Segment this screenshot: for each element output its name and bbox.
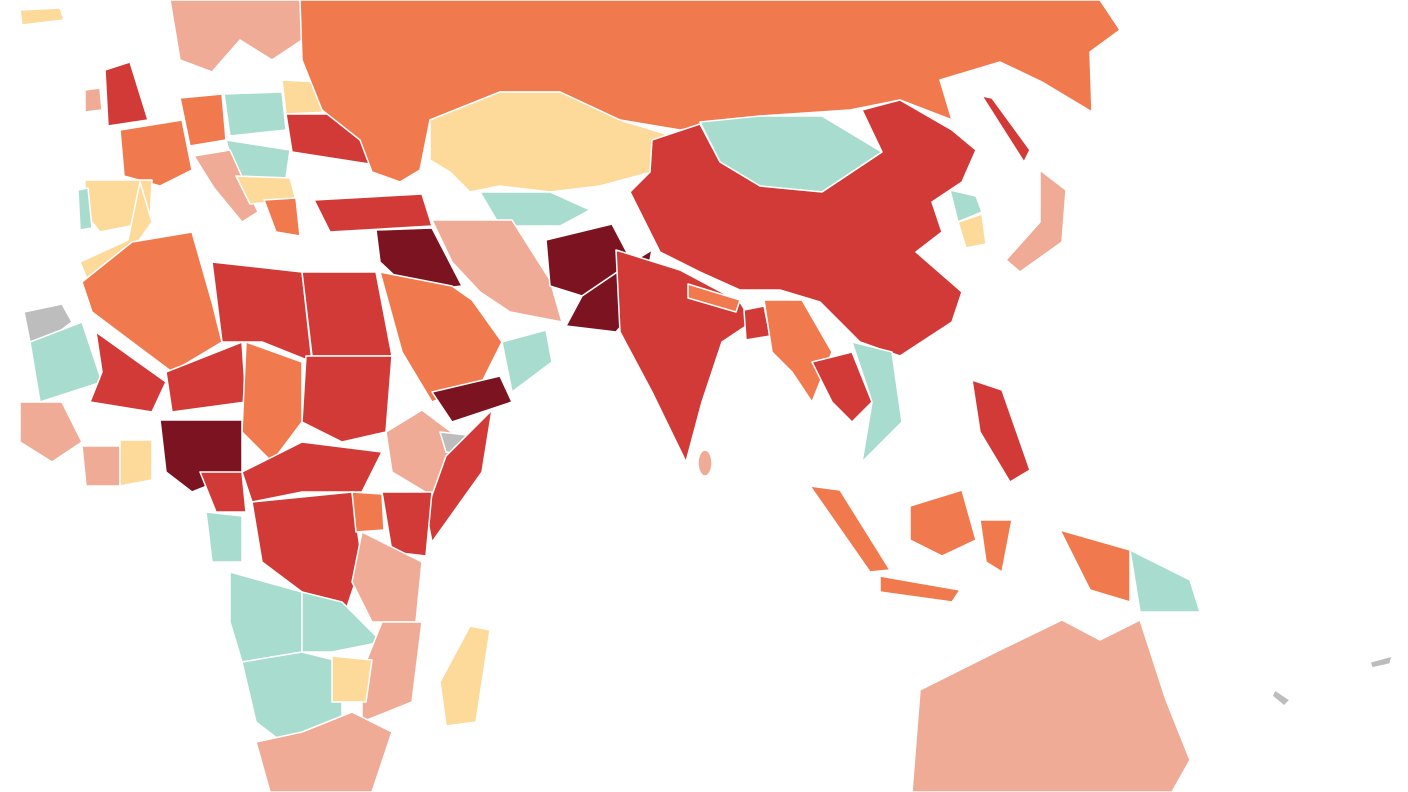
country: [909, 489, 977, 557]
country: [381, 491, 433, 557]
country: [301, 355, 393, 443]
country: [223, 91, 287, 137]
country: [89, 331, 167, 413]
country: [1129, 549, 1201, 613]
country: [193, 149, 259, 223]
country: [263, 197, 301, 237]
country: [911, 619, 1191, 792]
country: [809, 485, 891, 573]
country: [301, 271, 393, 357]
countries: [19, 0, 1393, 792]
country: [81, 445, 121, 487]
country: [241, 341, 303, 463]
country: [697, 449, 713, 477]
country: [971, 379, 1031, 483]
country: [351, 491, 385, 533]
country: [851, 341, 903, 463]
country: [84, 87, 103, 113]
country: [205, 511, 243, 563]
country: [301, 591, 383, 653]
country: [169, 0, 303, 73]
country: [119, 439, 153, 487]
country: [229, 571, 303, 663]
country: [211, 261, 313, 363]
country: [1369, 655, 1393, 669]
country: [629, 99, 977, 357]
country: [179, 93, 227, 147]
country: [949, 189, 983, 223]
country: [429, 91, 673, 193]
country: [77, 187, 93, 231]
country: [1059, 529, 1131, 603]
country: [763, 299, 833, 403]
country: [439, 625, 491, 727]
country: [19, 401, 83, 463]
country: [255, 711, 393, 792]
country: [19, 7, 65, 26]
country: [331, 655, 373, 703]
country: [957, 213, 987, 249]
country: [979, 519, 1013, 573]
country: [104, 61, 149, 127]
country: [313, 193, 433, 233]
country: [811, 351, 873, 423]
country: [879, 575, 961, 603]
country: [199, 471, 247, 513]
country: [81, 231, 223, 373]
country: [687, 283, 741, 313]
country: [119, 119, 193, 187]
country: [379, 271, 503, 403]
country: [501, 329, 553, 393]
country: [431, 219, 563, 323]
country: [431, 375, 513, 423]
country: [981, 95, 1031, 163]
country: [1005, 169, 1067, 273]
country: [1271, 689, 1291, 707]
